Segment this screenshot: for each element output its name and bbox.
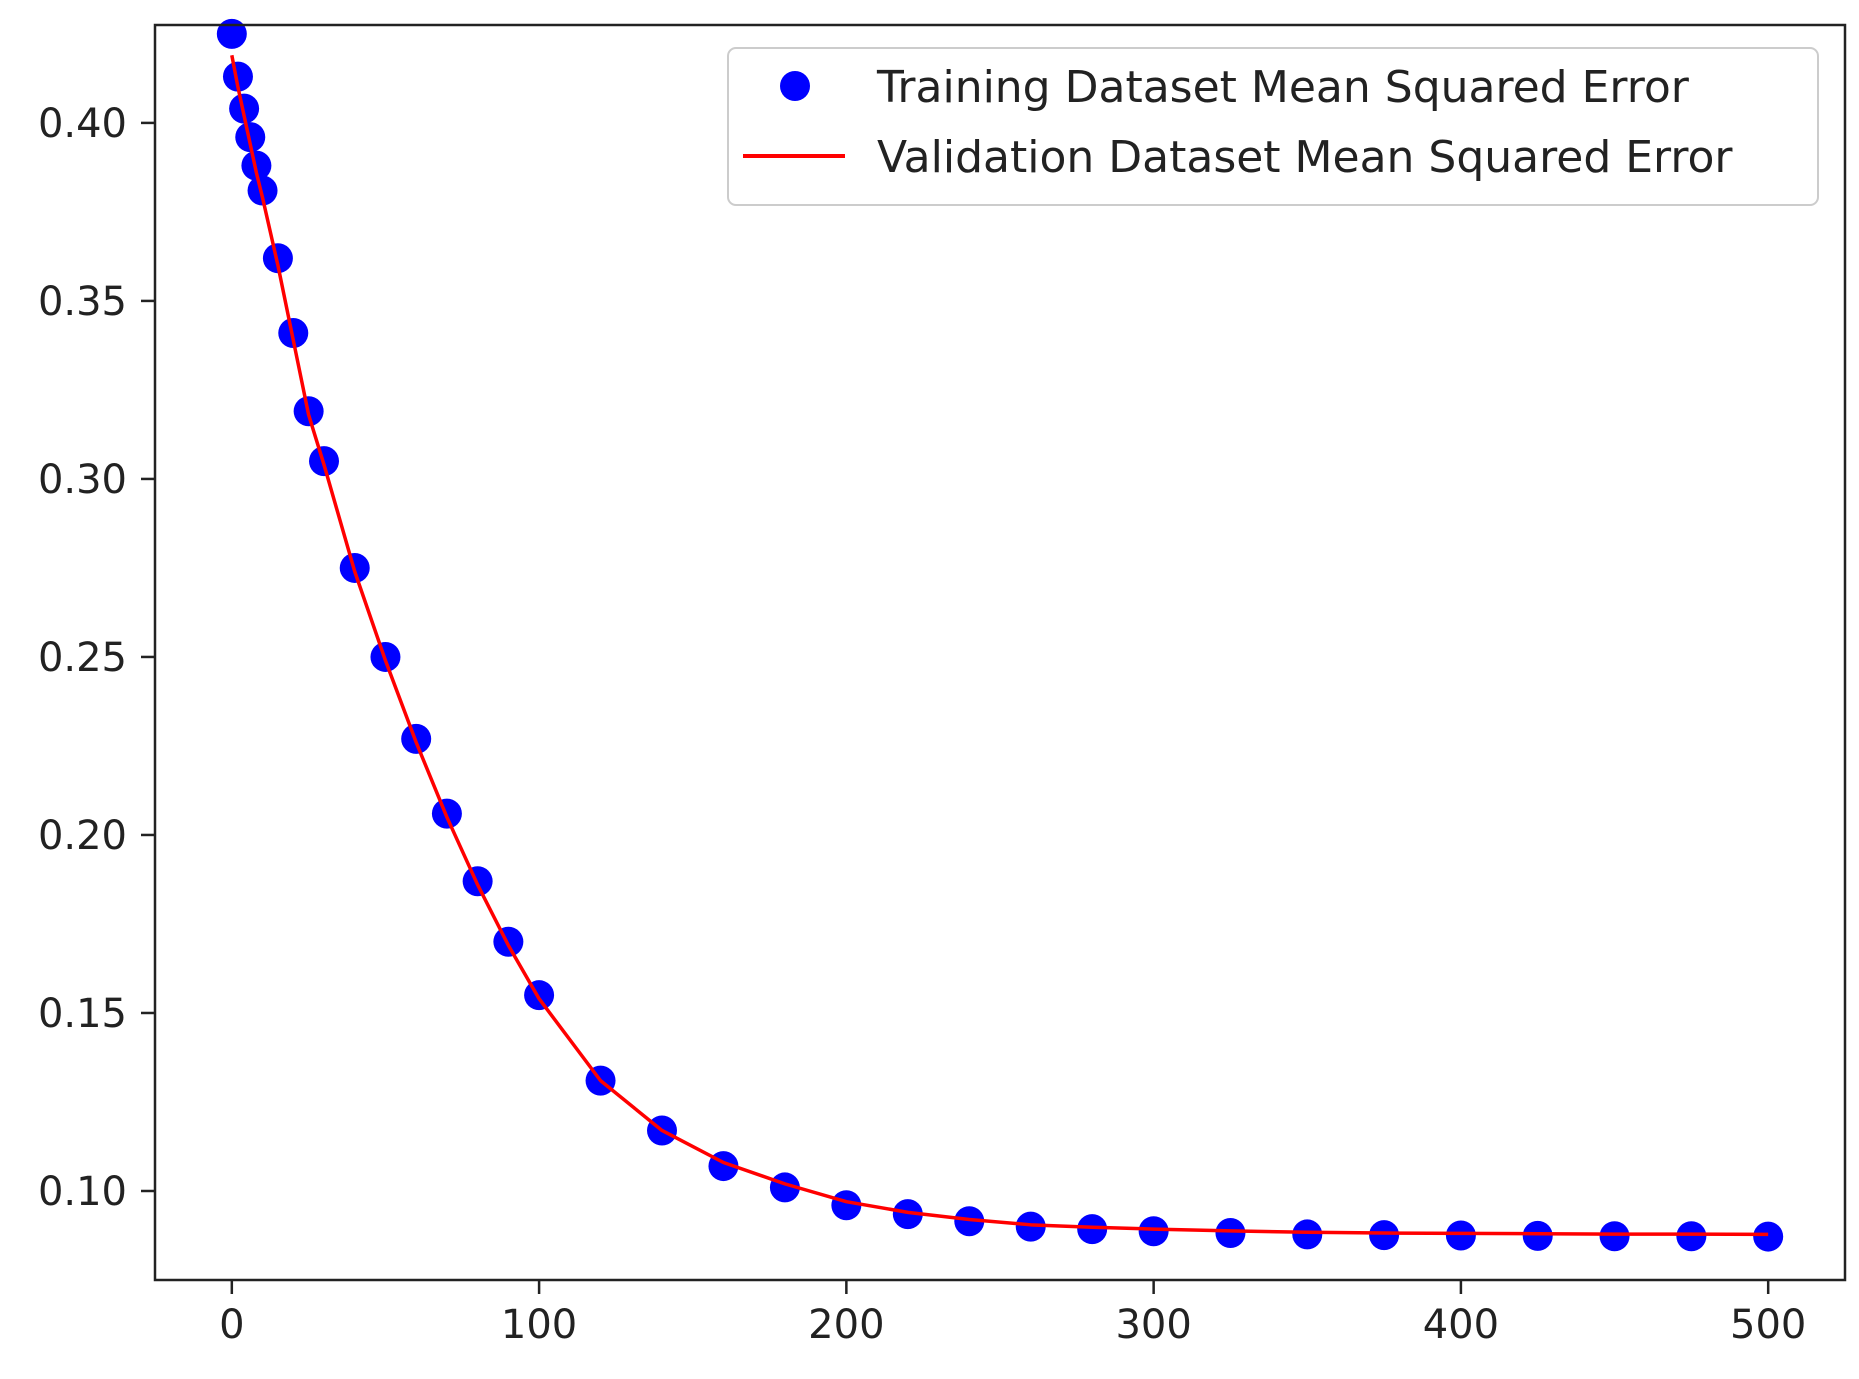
legend-box — [727, 47, 1819, 206]
scatter-point — [954, 1206, 985, 1237]
scatter-point — [1676, 1221, 1707, 1252]
x-tick-label: 200 — [808, 1302, 884, 1348]
series-layer — [216, 18, 1784, 1252]
y-tick-label: 0.10 — [38, 1169, 127, 1215]
y-tick-label: 0.15 — [38, 991, 127, 1037]
legend-label-training: Training Dataset Mean Squared Error — [876, 62, 1690, 113]
scatter-point — [1445, 1220, 1476, 1251]
scatter-point — [1753, 1221, 1784, 1252]
scatter-point — [892, 1199, 923, 1230]
scatter-point — [216, 18, 247, 49]
y-tick-label: 0.20 — [38, 813, 127, 859]
x-tick-label: 0 — [219, 1302, 244, 1348]
y-tick-label: 0.35 — [38, 279, 127, 325]
series-line — [230, 54, 1769, 1237]
scatter-point — [1215, 1218, 1246, 1249]
scatter-point — [1522, 1220, 1553, 1251]
x-tick-label: 500 — [1730, 1302, 1806, 1348]
scatter-point — [222, 61, 253, 92]
scatter-point — [1015, 1211, 1046, 1242]
x-tick-label: 400 — [1423, 1302, 1499, 1348]
series-line — [230, 54, 1769, 1237]
scatter-point — [1599, 1221, 1630, 1252]
axes-layer: 0 100 200 300 400 500 0.10 0.15 0.20 0.25 0.30 0.35… — [38, 101, 1806, 1348]
y-tick-label: 0.25 — [38, 635, 127, 681]
scatter-point — [1077, 1214, 1108, 1245]
legend-marker-training — [780, 71, 810, 101]
legend: Training Dataset Mean Squared Error Vali… — [727, 47, 1819, 206]
x-tick-label: 100 — [501, 1302, 577, 1348]
y-tick-label: 0.40 — [38, 101, 127, 147]
scatter-point — [1369, 1220, 1400, 1251]
x-tick-label: 300 — [1115, 1302, 1191, 1348]
legend-label-validation: Validation Dataset Mean Squared Error — [877, 132, 1733, 183]
scatter-point — [1292, 1219, 1323, 1250]
y-tick-label: 0.30 — [38, 457, 127, 503]
scatter-point — [524, 980, 555, 1011]
plot-frame — [153, 23, 1847, 1282]
scatter-point — [1138, 1216, 1169, 1247]
